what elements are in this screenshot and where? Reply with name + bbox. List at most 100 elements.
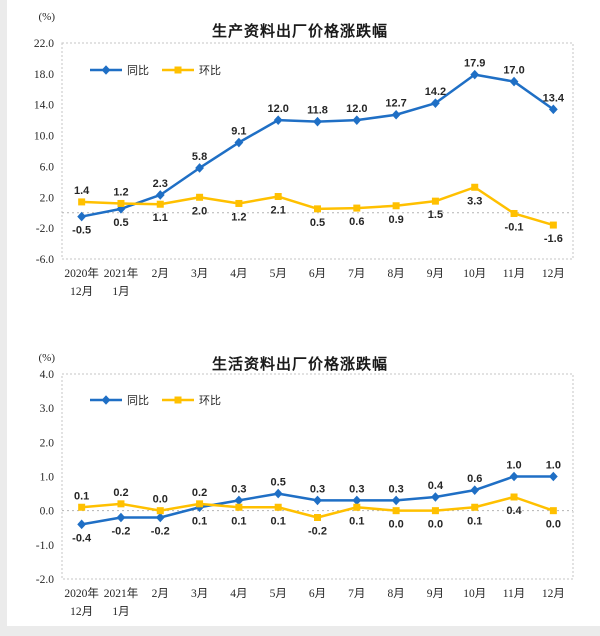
data-label: 0.6 xyxy=(467,473,482,485)
x-tick-label: 12月 xyxy=(542,588,565,600)
x-tick-label: 10月 xyxy=(463,268,486,280)
data-label: 1.4 xyxy=(74,185,90,197)
data-label: 1.1 xyxy=(153,212,168,224)
y-axis-unit-label: (%) xyxy=(38,11,56,23)
data-point-marker xyxy=(235,503,243,511)
x-tick-label: 7月 xyxy=(348,588,365,600)
data-label: 0.2 xyxy=(113,487,128,499)
x-tick-label: 11月 xyxy=(503,588,526,600)
page-margin-left xyxy=(0,0,7,636)
chart-title: 生产资料出厂价格涨跌幅 xyxy=(211,23,388,40)
data-point-marker xyxy=(431,507,439,515)
x-tick-label: 7月 xyxy=(348,268,365,280)
huanbi-line-marker-icon xyxy=(162,66,194,74)
data-point-marker xyxy=(510,209,518,217)
data-label: 0.1 xyxy=(74,490,89,502)
data-label: -0.4 xyxy=(72,532,92,544)
x-tick-label: 2021年 xyxy=(104,586,139,600)
data-label: 13.4 xyxy=(543,92,565,104)
data-point-marker xyxy=(470,69,480,80)
legend-item-tongbi: 同比 xyxy=(89,62,149,78)
data-point-marker xyxy=(274,193,282,201)
y-axis-unit-label: (%) xyxy=(38,352,56,364)
data-point-marker xyxy=(353,204,361,212)
data-label: 0.5 xyxy=(271,477,286,489)
data-label: -0.2 xyxy=(308,526,327,538)
x-tick-label: 2月 xyxy=(152,588,169,600)
data-point-marker xyxy=(391,109,401,120)
data-label: 0.2 xyxy=(192,487,207,499)
data-point-marker xyxy=(235,199,243,207)
data-label: 1.5 xyxy=(428,209,443,221)
y-tick-label: 1.0 xyxy=(40,472,55,484)
data-label: 3.3 xyxy=(467,195,482,207)
legend-item-huanbi: 环比 xyxy=(161,62,221,78)
data-label: -1.6 xyxy=(544,233,563,245)
legend-item-tongbi: 同比 xyxy=(89,392,149,408)
data-label: 0.0 xyxy=(388,519,403,531)
data-label: 0.3 xyxy=(231,483,246,495)
x-tick-label: 3月 xyxy=(191,588,208,600)
data-label: 12.0 xyxy=(267,103,288,115)
data-point-marker xyxy=(196,193,204,201)
data-point-marker xyxy=(470,485,480,495)
data-label: 0.3 xyxy=(349,483,364,495)
producer-goods-chart: (%) 生产资料出厂价格涨跌幅 同比 环比 22.0 18.0 14.0 10.0 6.… xyxy=(34,11,574,298)
y-tick-label: 22.0 xyxy=(34,38,54,50)
data-label: 17.0 xyxy=(503,65,524,77)
plot-border xyxy=(61,42,574,260)
data-point-marker xyxy=(510,493,518,501)
x-tick-label: 12月 xyxy=(70,606,93,618)
data-label: 1.0 xyxy=(546,460,561,472)
data-point-marker xyxy=(431,98,440,108)
y-tick-label: 18.0 xyxy=(34,69,54,81)
x-tick-label: 12月 xyxy=(542,268,565,280)
legend-marker xyxy=(101,395,111,405)
y-tick-label: -2.0 xyxy=(36,223,54,235)
huanbi-line-marker-icon xyxy=(162,396,194,404)
data-point-marker xyxy=(77,211,87,222)
data-point-marker xyxy=(116,512,126,523)
data-label: 0.5 xyxy=(113,217,128,229)
series-line-同比 xyxy=(80,73,555,218)
x-tick-label: 8月 xyxy=(387,588,404,600)
y-tick-label: 10.0 xyxy=(34,131,54,143)
x-tick-label: 11月 xyxy=(503,268,526,280)
x-tick-label: 2021年 xyxy=(104,266,139,280)
data-point-marker xyxy=(548,104,558,115)
tongbi-line-marker-icon xyxy=(90,395,122,405)
x-tick-label: 6月 xyxy=(309,268,326,280)
data-point-marker xyxy=(273,115,283,125)
legend-label-huanbi: 环比 xyxy=(199,395,221,407)
data-label: 17.9 xyxy=(464,58,485,70)
data-point-marker xyxy=(509,471,519,482)
data-point-marker xyxy=(117,500,125,508)
data-label: 0.1 xyxy=(231,515,246,527)
data-label: 2.1 xyxy=(271,205,286,217)
data-label: 1.0 xyxy=(506,460,521,472)
legend-label-tongbi: 同比 xyxy=(127,395,149,407)
legend: 同比 环比 xyxy=(89,62,221,78)
x-tick-label: 2020年 xyxy=(64,586,99,600)
data-label: -0.2 xyxy=(111,526,130,538)
data-label: 0.1 xyxy=(349,515,364,527)
data-point-marker xyxy=(391,495,401,506)
data-point-marker xyxy=(431,492,440,502)
data-label: 2.0 xyxy=(192,205,207,217)
data-point-marker xyxy=(156,507,164,515)
consumer-goods-chart: (%) 生活资料出厂价格涨跌幅 同比 环比 4.0 3.0 2.0 1.0 0.0 -1.… xyxy=(0,340,600,626)
x-tick-label: 4月 xyxy=(230,588,247,600)
legend-marker xyxy=(101,65,111,75)
y-tick-label: 2.0 xyxy=(40,437,55,449)
data-point-marker xyxy=(155,190,165,200)
data-point-marker xyxy=(234,137,244,148)
y-tick-label: 14.0 xyxy=(34,100,54,112)
data-point-marker xyxy=(549,507,557,515)
x-tick-label: 4月 xyxy=(230,268,247,280)
x-tick-label: 1月 xyxy=(112,606,129,618)
data-label: 0.4 xyxy=(428,480,444,492)
data-label: 0.4 xyxy=(506,505,522,517)
data-point-marker xyxy=(471,183,479,191)
x-tick-label: 1月 xyxy=(112,286,129,298)
x-tick-label: 5月 xyxy=(270,588,287,600)
